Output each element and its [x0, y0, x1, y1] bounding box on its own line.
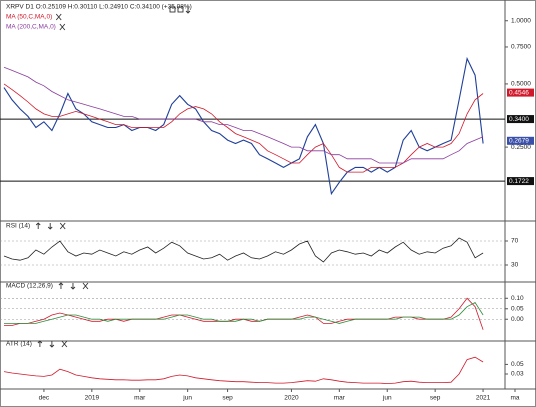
price-tag-label: 0.4546: [509, 89, 529, 96]
arrow-up-icon[interactable]: [37, 340, 43, 347]
y-tick-label: 1.0000: [511, 17, 531, 24]
x-tick-label: mar: [334, 395, 346, 402]
close-icon[interactable]: [82, 282, 89, 290]
x-tick-label: 2019: [85, 395, 100, 402]
level-tag: [507, 177, 534, 186]
y-tick-label: 0.05: [511, 305, 524, 312]
panel-title: RSI (14): [6, 223, 30, 230]
arrow-down-icon[interactable]: [70, 283, 76, 290]
y-tick-label: 70: [511, 238, 519, 245]
arrow-up-icon[interactable]: [58, 282, 64, 289]
arrow-up-icon[interactable]: [35, 222, 41, 229]
x-tick-label: 2020: [284, 395, 299, 402]
price-tag-label: 0.2679: [509, 138, 529, 145]
panel-title: ATR (14): [6, 341, 32, 348]
y-tick-label: 30: [511, 262, 519, 269]
x-tick-label: 2021: [476, 395, 491, 402]
close-icon[interactable]: [59, 23, 66, 31]
panel-title: MACD (12,26,9): [6, 283, 53, 290]
level-tag: [507, 115, 534, 124]
panel-title: XRPV D1 O:0.25109 H:0.30110 L:0.24910 C:…: [6, 4, 192, 11]
x-tick-label: dec: [39, 395, 50, 402]
y-tick-label: 0.7500: [511, 44, 531, 51]
x-tick-label: sep: [222, 395, 233, 402]
arrow-down-icon[interactable]: [47, 223, 53, 230]
x-tick-label: mar: [134, 395, 146, 402]
y-tick-label: 0.5000: [511, 81, 531, 88]
price-tag: [507, 136, 534, 145]
x-tick-label: jun: [182, 395, 192, 402]
header-icons[interactable]: [169, 6, 191, 14]
y-tick-label: 0.03: [511, 371, 524, 378]
arrow-down-icon[interactable]: [49, 341, 55, 348]
close-icon[interactable]: [59, 222, 66, 230]
series-line: [3, 356, 484, 385]
price-tag: [507, 88, 534, 97]
y-tick-label: 0.2500: [511, 144, 531, 151]
y-tick-label: 0.00: [511, 316, 524, 323]
x-tick-label: ma: [510, 395, 519, 402]
level-tag-label: 0.1722: [509, 178, 529, 185]
x-tick-label: sep: [430, 395, 441, 402]
x-tick-label: jun: [382, 395, 392, 402]
y-tick-label: 0.05: [511, 361, 524, 368]
close-icon[interactable]: [55, 13, 62, 21]
close-icon[interactable]: [61, 340, 68, 348]
series-line: [3, 237, 484, 263]
y-tick-label: 0.10: [511, 295, 524, 302]
level-tag-label: 0.3400: [509, 116, 529, 123]
legend-entry: MA (200,C,MA,0): [6, 24, 56, 31]
series-line: [3, 66, 484, 164]
series-line: [4, 301, 484, 324]
legend-entry: MA (50,C,MA,0): [6, 14, 52, 21]
